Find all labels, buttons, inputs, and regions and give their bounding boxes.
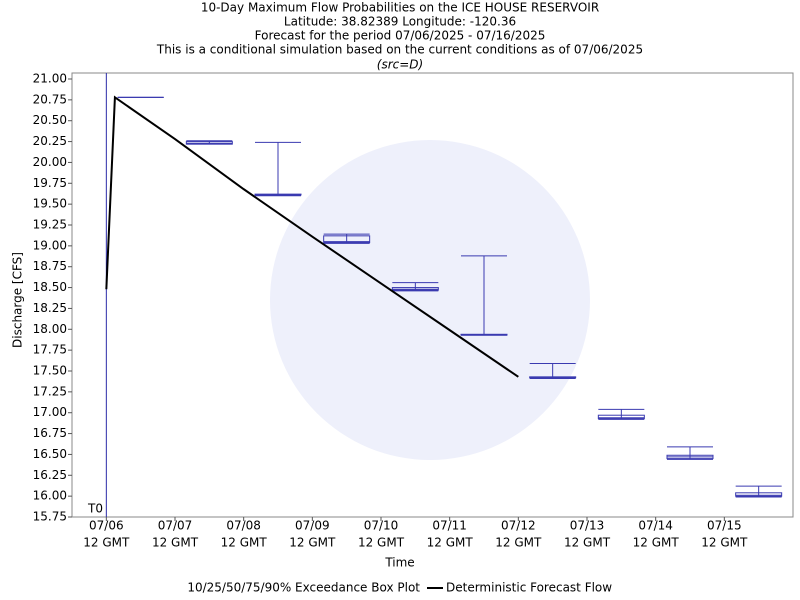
- x-tick-label: 07/13: [570, 519, 605, 533]
- y-tick-label: 17.50: [33, 364, 67, 378]
- y-tick-label: 18.25: [33, 301, 67, 315]
- x-tick-label: 07/14: [638, 519, 673, 533]
- y-tick-label: 18.00: [33, 322, 67, 336]
- x-tick-label: 07/15: [707, 519, 742, 533]
- y-tick-label: 20.75: [33, 92, 67, 106]
- y-tick-label: 18.50: [33, 280, 67, 294]
- x-tick-label: 12 GMT: [289, 536, 336, 550]
- y-tick-label: 19.50: [33, 197, 67, 211]
- chart-subtitle: (src=D): [377, 58, 423, 72]
- y-tick-label: 19.75: [33, 176, 67, 190]
- y-tick-label: 16.50: [33, 447, 67, 461]
- y-tick-label: 17.75: [33, 343, 67, 357]
- chart-title: 10-Day Maximum Flow Probabilities on the…: [201, 1, 599, 15]
- y-tick-label: 16.25: [33, 468, 67, 482]
- x-tick-label: 12 GMT: [633, 536, 680, 550]
- x-tick-label: 07/09: [295, 519, 330, 533]
- y-tick-label: 19.25: [33, 218, 67, 232]
- x-tick-label: 07/08: [226, 519, 261, 533]
- x-axis-label: Time: [384, 556, 414, 570]
- y-axis-label: Discharge [CFS]: [11, 252, 25, 348]
- legend-label: 10/25/50/75/90% Exceedance Box Plot: [187, 581, 420, 595]
- x-tick-label: 07/10: [364, 519, 399, 533]
- forecast-line: [105, 95, 519, 378]
- y-tick-label: 19.00: [33, 238, 67, 252]
- y-tick-label: 18.75: [33, 259, 67, 273]
- x-tick-label: 12 GMT: [427, 536, 474, 550]
- annotation: T0: [87, 502, 103, 516]
- chart-subtitle: Forecast for the period 07/06/2025 - 07/…: [255, 29, 546, 43]
- y-tick-label: 20.25: [33, 134, 67, 148]
- box: [735, 492, 783, 497]
- x-tick-label: 12 GMT: [221, 536, 268, 550]
- y-tick-label: 15.75: [33, 510, 67, 524]
- x-tick-label: 07/12: [501, 519, 536, 533]
- y-tick-label: 17.25: [33, 384, 67, 398]
- box: [323, 235, 371, 244]
- box: [597, 414, 645, 420]
- y-tick-label: 21.00: [33, 72, 67, 86]
- x-tick-label: 12 GMT: [152, 536, 199, 550]
- plot-frame: [71, 72, 794, 518]
- x-tick-label: 12 GMT: [564, 536, 611, 550]
- x-tick-label: 12 GMT: [83, 536, 130, 550]
- x-tick-label: 07/11: [432, 519, 467, 533]
- x-tick-label: 12 GMT: [701, 536, 748, 550]
- y-tick-label: 20.50: [33, 113, 67, 127]
- x-tick-label: 12 GMT: [495, 536, 542, 550]
- x-tick-label: 12 GMT: [358, 536, 405, 550]
- chart-subtitle: This is a conditional simulation based o…: [156, 43, 643, 57]
- chart-subtitle: Latitude: 38.82389 Longitude: -120.36: [284, 15, 516, 29]
- legend-label: Deterministic Forecast Flow: [446, 581, 612, 595]
- x-tick-label: 07/06: [89, 519, 124, 533]
- y-tick-label: 17.00: [33, 405, 67, 419]
- y-tick-label: 16.00: [33, 489, 67, 503]
- x-tick-label: 07/07: [158, 519, 193, 533]
- y-tick-label: 16.75: [33, 426, 67, 440]
- watermark: [270, 140, 590, 460]
- y-tick-label: 20.00: [33, 155, 67, 169]
